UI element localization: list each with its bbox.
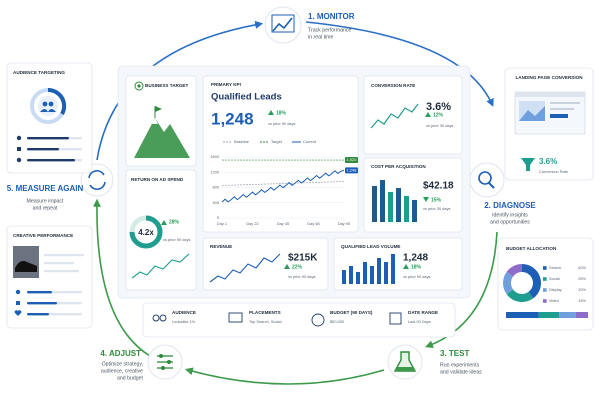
card-title: AUDIENCE TARGETING: [13, 70, 65, 75]
card-title: PRIMARY KPI: [211, 82, 241, 87]
legend-label: Social: [549, 276, 560, 281]
legend-label: Target: [271, 139, 283, 144]
metric-value: 1,248: [403, 253, 428, 264]
metric-value: 3.6%: [539, 157, 557, 166]
card-title: CONVERSION RATE: [371, 83, 415, 88]
metric-change: 28%: [169, 219, 180, 225]
metric-compare: vs prior 30 days: [423, 206, 451, 211]
step-text: Optimize strategy,: [102, 361, 143, 367]
metric-value: $215K: [288, 253, 318, 264]
legend-label: Video: [549, 298, 559, 303]
metric-value: $42.18: [423, 181, 454, 192]
pie-slice: [506, 264, 523, 277]
y-tick-label: 800: [213, 185, 220, 190]
card-title: COST PER ACQUISITION: [371, 164, 426, 169]
metric-label: Conversion Rate: [539, 169, 568, 174]
legend-swatch: [543, 288, 547, 292]
x-tick-label: Day 90: [338, 221, 351, 226]
setting-label: PLACEMENTS: [249, 310, 281, 315]
kpi-compare: vs prior 90 days: [268, 121, 296, 126]
legend-value: 25%: [578, 276, 586, 281]
metric-change: 15%: [431, 197, 442, 203]
setting-label: DATE RANGE: [408, 310, 438, 315]
legend-swatch: [543, 277, 547, 281]
current-badge: [345, 167, 358, 174]
x-tick-label: Day 1: [217, 221, 227, 226]
dashboard: [117, 65, 471, 338]
setting-value: Top Search, Social: [249, 319, 282, 324]
metric-compare: vs prior 90 days: [163, 237, 191, 242]
setting-value: Last 90 Days: [408, 319, 431, 324]
step-text: and opportunities: [490, 219, 530, 225]
setting-value: $50,000: [330, 319, 345, 324]
card-title: BUDGET ALLOCATION: [506, 246, 557, 251]
pie-slice: [506, 289, 534, 302]
step-text: Identify insights: [492, 212, 528, 218]
step-title: 5. MEASURE AGAIN: [7, 184, 84, 193]
baseline-line: [221, 181, 345, 186]
kpi-title: Qualified Leads: [211, 92, 282, 103]
budget-bar-segment: [559, 312, 576, 318]
metric-change: 12%: [433, 112, 444, 118]
step-icons: [80, 6, 505, 380]
pie-slice: [521, 264, 541, 299]
legend-swatch: [543, 299, 547, 303]
legend-label: Search: [549, 265, 561, 270]
metric-value: 3.6%: [426, 101, 451, 113]
step-text: Run experiments: [440, 362, 480, 368]
card-title: BUSINESS TARGET: [145, 83, 188, 88]
side-cards: [6, 62, 594, 331]
target-badge: [345, 157, 358, 164]
step-title: 2. DIAGNOSE: [484, 201, 536, 210]
metric-change: 18%: [411, 264, 422, 270]
card-title: CREATIVE PERFORMANCE: [13, 233, 73, 238]
card-title: QUALIFIED LEAD VOLUME: [341, 244, 400, 249]
target-label: 1,520: [347, 157, 358, 162]
legend-value: 15%: [578, 298, 586, 303]
step-title: 4. ADJUST: [100, 349, 141, 358]
metric-change: 22%: [292, 264, 303, 270]
card-title: LANDING PAGE CONVERSION: [515, 75, 583, 80]
x-tick-label: Day 22: [246, 221, 258, 226]
step-text: in real time: [308, 34, 333, 40]
legend-label: Current: [303, 139, 317, 144]
current-label: 1,248: [347, 167, 357, 172]
budget-bar-segment: [538, 312, 560, 318]
current-line: [221, 169, 345, 203]
card-title: RETURN ON AD SPEND: [131, 177, 184, 182]
step-title: 1. MONITOR: [308, 12, 355, 21]
y-tick-label: 1600: [210, 154, 219, 159]
legend-value: 40%: [578, 265, 586, 270]
metric-compare: vs prior 90 days: [403, 274, 431, 279]
budget-bar-segment: [506, 312, 539, 318]
card-title: REVENUE: [210, 244, 232, 249]
legend-value: 20%: [578, 287, 586, 292]
step-text: and repeat: [33, 205, 58, 211]
legend-label: Baseline: [234, 139, 249, 144]
x-tick-label: Day 68: [307, 221, 319, 226]
step-text: and validate ideas: [440, 369, 482, 375]
kpi-change: 18%: [276, 110, 287, 116]
step-text: Measure impact: [27, 198, 64, 204]
setting-label: AUDIENCE: [172, 310, 196, 315]
setting-value: Lookalike 1%: [172, 319, 196, 324]
step-title: 3. TEST: [440, 349, 469, 358]
x-tick-label: Day 45: [277, 221, 289, 226]
pie-slice: [503, 271, 514, 295]
metric-value: 4.2x: [138, 228, 154, 237]
metric-compare: vs prior 90 days: [288, 274, 316, 279]
step-text: Track performance: [308, 27, 351, 33]
y-tick-label: 0: [217, 215, 220, 220]
legend-swatch: [543, 266, 547, 270]
step-text: audience, creative: [101, 368, 143, 374]
kpi-value: 1,248: [211, 109, 254, 128]
metric-compare: vs prior 30 days: [426, 123, 454, 128]
y-tick-label: 400: [213, 200, 220, 205]
budget-bar-segment: [575, 312, 588, 318]
step-text: and budget: [117, 375, 144, 381]
y-tick-label: 1200: [210, 169, 219, 174]
setting-label: BUDGET (90 DAYS): [330, 310, 373, 315]
legend-label: Display: [549, 287, 562, 292]
